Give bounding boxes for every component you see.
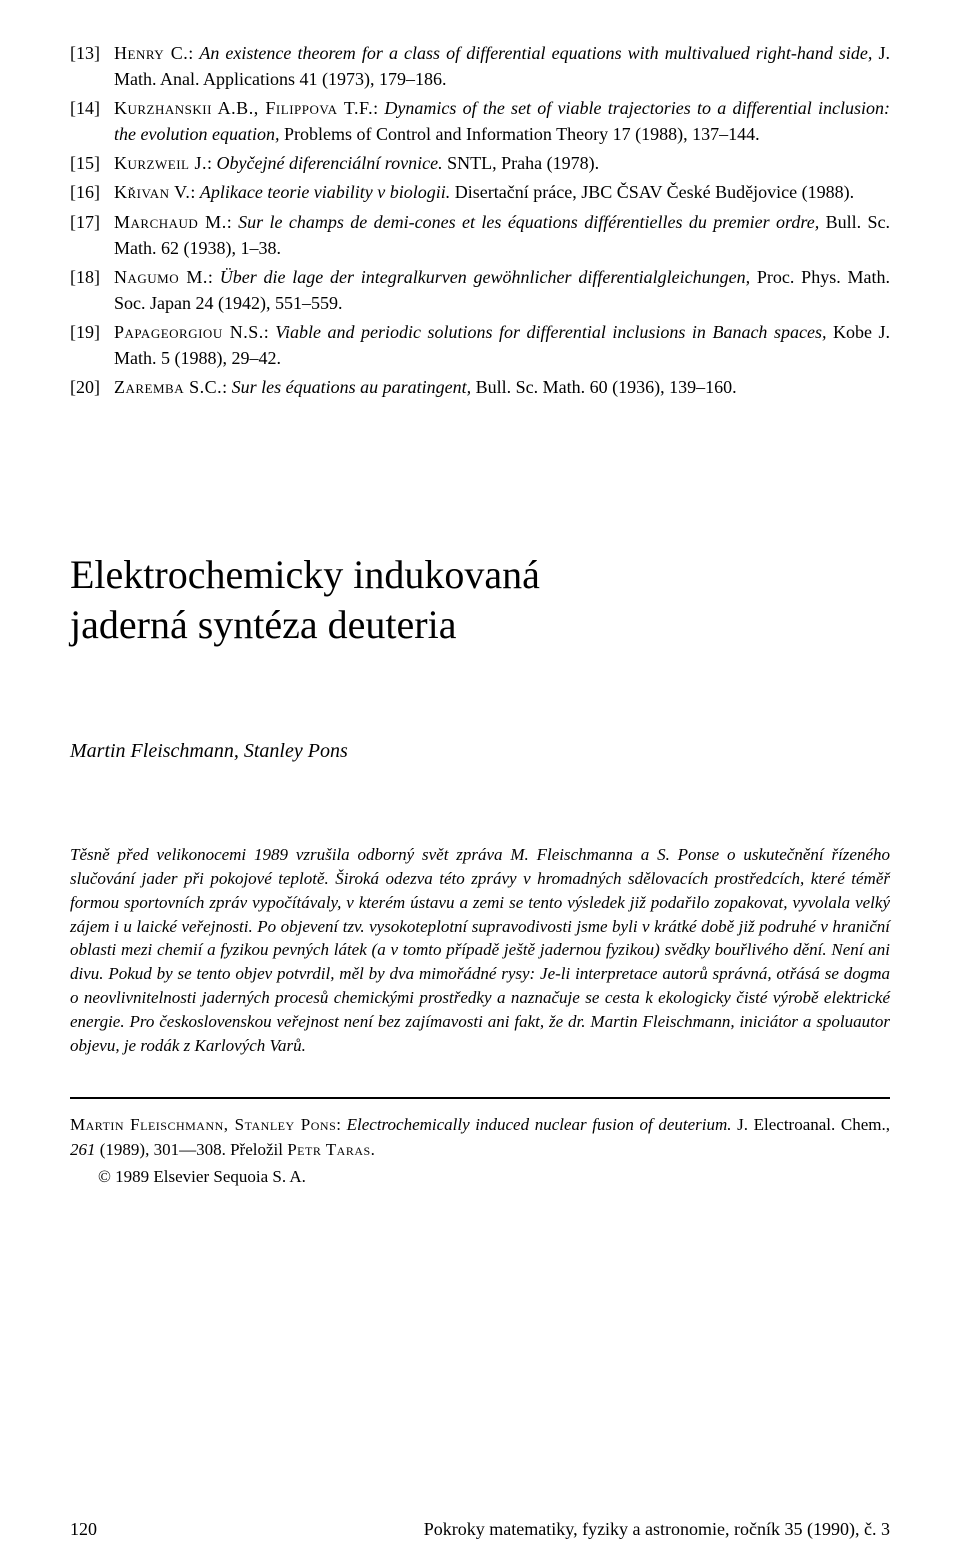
footnote-translator: Petr Taras [287, 1140, 370, 1159]
reference-number: [20] [70, 374, 114, 400]
reference-number: [15] [70, 150, 114, 176]
reference-item: [20]Zaremba S.C.: Sur les équations au p… [70, 374, 890, 400]
page-footer: 120 Pokroky matematiky, fyziky a astrono… [70, 1519, 890, 1540]
reference-body: Henry C.: An existence theorem for a cla… [114, 40, 890, 92]
article-authors: Martin Fleischmann, Stanley Pons [70, 740, 890, 763]
reference-author: Kurzweil J. [114, 153, 207, 173]
article-intro: Těsně před velikonocemi 1989 vzrušila od… [70, 843, 890, 1057]
copyright-line: © 1989 Elsevier Sequoia S. A. [98, 1167, 890, 1187]
reference-item: [14]Kurzhanskii A.B., Filippova T.F.: Dy… [70, 95, 890, 147]
reference-tail: Problems of Control and Information Theo… [279, 124, 759, 144]
reference-body: Křivan V.: Aplikace teorie viability v b… [114, 179, 890, 205]
reference-body: Nagumo M.: Über die lage der integralkur… [114, 264, 890, 316]
title-line-1: Elektrochemicky indukovaná [70, 552, 540, 597]
reference-title: Über die lage der integralkurven gewöhnl… [220, 267, 750, 287]
reference-number: [18] [70, 264, 114, 316]
reference-title: Viable and periodic solutions for differ… [275, 322, 826, 342]
reference-tail: Disertační práce, JBC ČSAV České Budějov… [450, 182, 854, 202]
page-number: 120 [70, 1519, 97, 1540]
reference-body: Papageorgiou N.S.: Viable and periodic s… [114, 319, 890, 371]
reference-item: [15]Kurzweil J.: Obyčejné diferenciální … [70, 150, 890, 176]
reference-author: Henry C. [114, 43, 188, 63]
footnote-title: Electrochemically induced nuclear fusion… [347, 1115, 732, 1134]
reference-author: Zaremba S.C. [114, 377, 222, 397]
reference-item: [18]Nagumo M.: Über die lage der integra… [70, 264, 890, 316]
reference-body: Marchaud M.: Sur le champs de demi-cones… [114, 209, 890, 261]
title-line-2: jaderná syntéza deuteria [70, 602, 456, 647]
journal-citation: Pokroky matematiky, fyziky a astronomie,… [424, 1519, 890, 1540]
reference-item: [13]Henry C.: An existence theorem for a… [70, 40, 890, 92]
reference-author: Papageorgiou N.S. [114, 322, 264, 342]
article-title: Elektrochemicky indukovaná jaderná synté… [70, 550, 890, 650]
reference-number: [16] [70, 179, 114, 205]
reference-title: Sur les équations au paratingent, [232, 377, 472, 397]
reference-title: An existence theorem for a class of diff… [199, 43, 872, 63]
footnote-journal-prefix: J. Electroanal. Chem., [737, 1115, 890, 1134]
reference-number: [13] [70, 40, 114, 92]
reference-item: [19]Papageorgiou N.S.: Viable and period… [70, 319, 890, 371]
reference-tail: Bull. Sc. Math. 60 (1936), 139–160. [471, 377, 737, 397]
reference-number: [14] [70, 95, 114, 147]
reference-body: Zaremba S.C.: Sur les équations au parat… [114, 374, 890, 400]
footnote-tail: (1989), 301—308. Přeložil [96, 1140, 288, 1159]
reference-author: Marchaud M. [114, 212, 227, 232]
reference-author: Nagumo M. [114, 267, 208, 287]
reference-item: [17]Marchaud M.: Sur le champs de demi-c… [70, 209, 890, 261]
reference-item: [16]Křivan V.: Aplikace teorie viability… [70, 179, 890, 205]
reference-tail: SNTL, Praha (1978). [443, 153, 599, 173]
footnote-volume: 261 [70, 1140, 96, 1159]
reference-body: Kurzhanskii A.B., Filippova T.F.: Dynami… [114, 95, 890, 147]
reference-title: Obyčejné diferenciální rovnice. [217, 153, 443, 173]
reference-author: Kurzhanskii A.B., Filippova T.F. [114, 98, 373, 118]
reference-number: [17] [70, 209, 114, 261]
footnote-authors: Martin Fleischmann, Stanley Pons [70, 1115, 336, 1134]
source-footnote: Martin Fleischmann, Stanley Pons: Electr… [70, 1113, 890, 1162]
reference-body: Kurzweil J.: Obyčejné diferenciální rovn… [114, 150, 890, 176]
reference-title: Aplikace teorie viability v biologii. [200, 182, 450, 202]
reference-author: Křivan V. [114, 182, 190, 202]
reference-number: [19] [70, 319, 114, 371]
reference-list: [13]Henry C.: An existence theorem for a… [70, 40, 890, 400]
section-divider [70, 1097, 890, 1099]
reference-title: Sur le champs de demi-cones et les équat… [238, 212, 819, 232]
